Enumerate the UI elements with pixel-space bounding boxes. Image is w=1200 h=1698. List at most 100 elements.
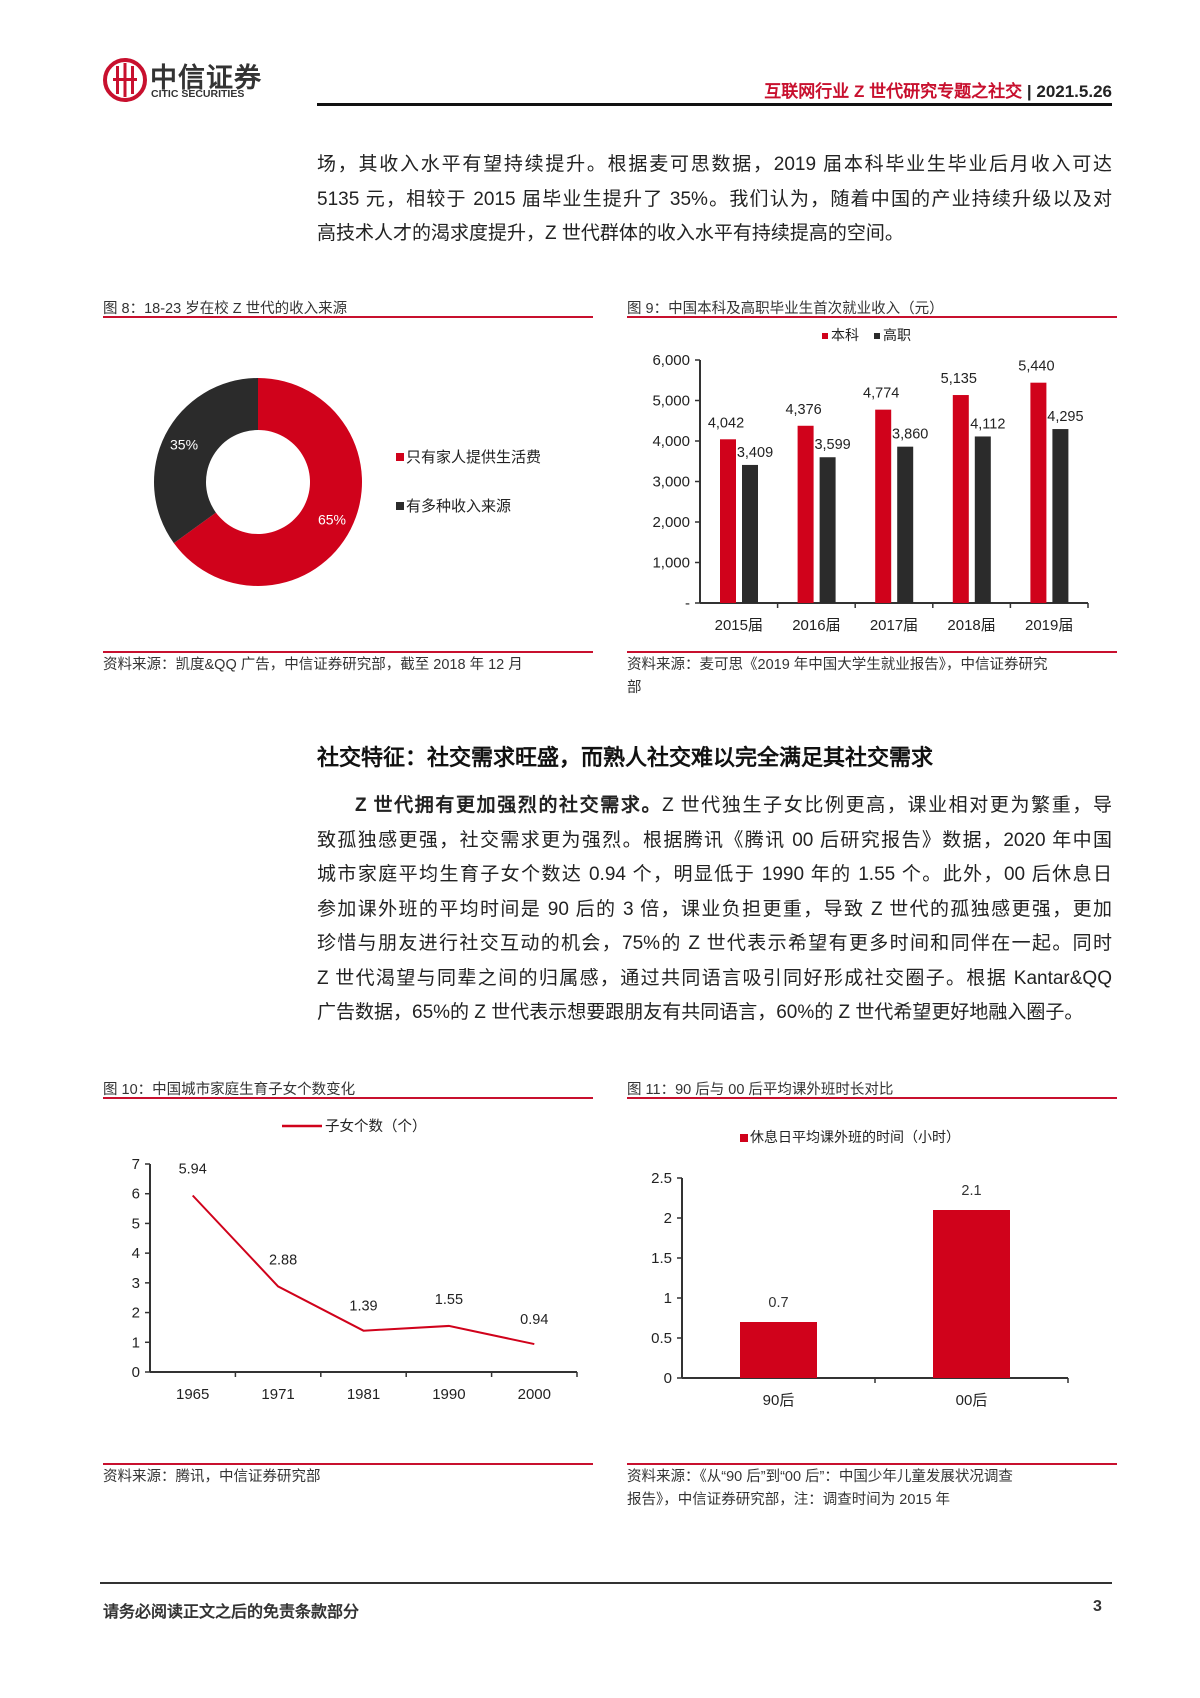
citic-emblem-icon — [103, 58, 147, 102]
fig8-source: 资料来源：凯度&QQ 广告，中信证券研究部，截至 2018 年 12 月 — [103, 654, 523, 677]
fig10-line-chart: 0 1 2 3 4 5 6 7 1965 1971 1981 1990 2000 5.94 2.88 1.39… — [132, 1117, 578, 1403]
text-line: 珍惜与朋友进行社交互动的机会，75%的 Z 世代表示希望有更多时间和同伴在一起。… — [317, 933, 1112, 954]
y-tick-label: 2 — [664, 1210, 672, 1227]
text-line: 场，其收入水平有望持续提升。根据麦可思数据，2019 届本科毕业生毕业后月收入可… — [317, 154, 1112, 175]
lead-sentence: Z 世代拥有更加强烈的社交需求。 — [355, 795, 663, 816]
fig11-bar-chart: 0 0.5 1 1.5 2 2.5 90后 00后 0.7 2.1 休息日平均课外班的时间（小时） — [651, 1129, 1069, 1409]
point-data-label: 0.94 — [520, 1312, 548, 1328]
source-line: 资料来源：腾讯，中信证券研究部 — [103, 1469, 321, 1485]
text-line: 高技术人才的渴求度提升，Z 世代群体的收入水平有持续提高的空间。 — [317, 223, 904, 244]
legend-label: 本科 — [831, 327, 859, 343]
logo-chinese-name: 中信证券 — [150, 63, 262, 93]
y-tick-label: 4,000 — [652, 433, 690, 450]
fig11-title: 图 11：90 后与 00 后平均课外班时长对比 — [627, 1082, 894, 1098]
x-tick-label: 90后 — [763, 1392, 795, 1409]
y-tick-label: 2 — [132, 1305, 140, 1322]
x-tick-label: 2019届 — [1025, 617, 1073, 634]
fig9-source: 资料来源：麦可思《2019 年中国大学生就业报告》，中信证券研究 部 — [627, 654, 1048, 700]
legend-swatch — [822, 333, 828, 339]
bar-data-label: 4,774 — [863, 386, 899, 402]
bar-高职 — [897, 446, 914, 603]
y-tick-label: 6,000 — [652, 352, 690, 369]
bar-本科 — [720, 439, 736, 603]
logo-english-name: CITIC SECURITIES — [151, 88, 245, 100]
legend-label: 子女个数（个） — [325, 1117, 427, 1135]
y-tick-label: 2,000 — [652, 514, 690, 531]
citic-logo — [103, 58, 147, 107]
intro-paragraph: 场，其收入水平有望持续提升。根据麦可思数据，2019 届本科毕业生毕业后月收入可… — [317, 148, 1112, 252]
x-tick-label: 1971 — [261, 1386, 294, 1403]
x-tick-label: 2016届 — [792, 617, 840, 634]
legend-swatch — [396, 453, 404, 461]
x-tick-label: 2018届 — [947, 617, 995, 634]
fig8-title-rule — [103, 316, 593, 318]
bar-data-label: 4,112 — [970, 416, 1005, 432]
report-date: 2021.5.26 — [1036, 82, 1112, 101]
bar-高职 — [742, 464, 758, 603]
y-tick-label: 0.5 — [651, 1330, 672, 1347]
bar-data-label: 3,860 — [892, 427, 928, 443]
y-tick-label: 0 — [664, 1370, 672, 1387]
fig11-source-rule — [627, 1463, 1117, 1465]
fig9-title: 图 9：中国本科及高职毕业生首次就业收入（元） — [627, 301, 944, 317]
bar-data-label: 2.1 — [961, 1183, 981, 1199]
y-tick-label: 5,000 — [652, 393, 690, 410]
text-line: Z 世代拥有更加强烈的社交需求。Z 世代独生子女比例更高，课业相对更为繁重，导 — [317, 789, 1112, 824]
y-tick-label: - — [685, 595, 690, 612]
y-tick-label: 4 — [132, 1245, 140, 1262]
source-line: 资料来源：凯度&QQ 广告，中信证券研究部，截至 2018 年 12 月 — [103, 657, 523, 673]
legend-label: 高职 — [883, 327, 911, 343]
bar-data-label: 3,599 — [814, 437, 850, 453]
x-tick-label: 2017届 — [870, 617, 918, 634]
bar-高职 — [819, 457, 836, 603]
header-divider — [317, 103, 1112, 106]
source-line: 资料来源：《从“90 后”到“00 后”：中国少年儿童发展状况调查 — [627, 1469, 1013, 1485]
footer-disclaimer: 请务必阅读正文之后的免责条款部分 — [103, 1604, 360, 1621]
footer-divider — [100, 1582, 1112, 1584]
fig8-source-rule — [103, 651, 593, 653]
legend-swatch — [396, 502, 404, 510]
y-tick-label: 5 — [132, 1215, 140, 1232]
y-tick-label: 1 — [132, 1334, 140, 1351]
report-header: 互联网行业 Z 世代研究专题之社交 | 2021.5.26 — [764, 77, 1112, 102]
bar — [740, 1322, 817, 1378]
fig11-title-rule — [627, 1097, 1117, 1099]
legend-label: 有多种收入来源 — [406, 498, 511, 515]
y-tick-label: 7 — [132, 1156, 140, 1173]
lead-rest: Z 世代独生子女比例更高，课业相对更为繁重，导 — [662, 795, 1113, 816]
slice-label: 65% — [318, 512, 346, 528]
source-line: 部 — [627, 680, 642, 696]
slice-label: 35% — [170, 436, 198, 452]
text-line: 致孤独感更强，社交需求更为强烈。根据腾讯《腾讯 00 后研究报告》数据，2020… — [317, 829, 1112, 851]
bar-data-label: 0.7 — [768, 1295, 788, 1311]
text-line: 广告数据，65%的 Z 世代表示想要跟朋友有共同语言，60%的 Z 世代希望更好… — [317, 1002, 1084, 1023]
fig10-source: 资料来源：腾讯，中信证券研究部 — [103, 1466, 321, 1489]
donut-slice — [173, 378, 362, 586]
point-data-label: 5.94 — [179, 1161, 207, 1177]
fig8-title: 图 8：18-23 岁在校 Z 世代的收入来源 — [103, 301, 348, 317]
bar-本科 — [797, 425, 814, 603]
bar-本科 — [1030, 382, 1047, 603]
body-paragraph: Z 世代拥有更加强烈的社交需求。Z 世代独生子女比例更高，课业相对更为繁重，导 … — [317, 789, 1112, 1031]
x-tick-label: 1965 — [176, 1386, 209, 1403]
legend-label: 休息日平均课外班的时间（小时） — [750, 1129, 960, 1145]
series-line — [191, 1194, 535, 1346]
y-tick-label: 3,000 — [652, 474, 690, 491]
donut-slice — [153, 378, 258, 544]
y-tick-label: 2.5 — [651, 1170, 672, 1187]
text-line: 5135 元，相较于 2015 届毕业生提升了 35%。我们认为，随着中国的产业… — [317, 188, 1112, 210]
y-tick-label: 1,000 — [652, 555, 690, 572]
y-tick-label: 3 — [132, 1275, 140, 1292]
y-tick-label: 6 — [132, 1186, 140, 1203]
source-line: 报告》，中信证券研究部，注：调查时间为 2015 年 — [627, 1492, 951, 1508]
text-line: 参加课外班的平均时间是 90 后的 3 倍，课业负担更重，导致 Z 世代的孤独感… — [317, 898, 1112, 920]
bar-data-label: 4,376 — [785, 402, 821, 418]
x-tick-label: 2015届 — [715, 617, 763, 634]
x-tick-label: 00后 — [956, 1392, 988, 1409]
legend-swatch — [740, 1134, 748, 1142]
bar-高职 — [974, 436, 991, 603]
bar-高职 — [1052, 429, 1069, 603]
report-title: 互联网行业 Z 世代研究专题之社交 — [764, 82, 1023, 101]
fig10-source-rule — [103, 1463, 593, 1465]
